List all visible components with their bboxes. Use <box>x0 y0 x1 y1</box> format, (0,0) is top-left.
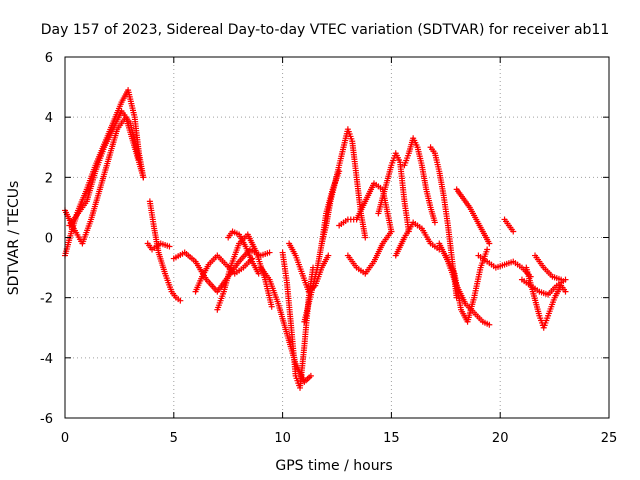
y-axis-label: SDTVAR / TECUs <box>6 181 22 296</box>
y-tick-label: 2 <box>45 171 53 186</box>
data-point <box>484 246 491 253</box>
chart-title: Day 157 of 2023, Sidereal Day-to-day VTE… <box>41 22 610 38</box>
data-point <box>388 228 395 235</box>
x-tick-label: 20 <box>492 431 509 446</box>
data-point <box>255 270 262 277</box>
x-axis-label: GPS time / hours <box>275 458 392 474</box>
data-point <box>510 228 517 235</box>
data-point <box>135 156 142 163</box>
grid-layer <box>65 57 609 418</box>
y-tick-label: 4 <box>45 111 53 126</box>
data-point <box>562 288 569 295</box>
data-point <box>486 240 493 247</box>
ticks-layer: 0 5 10 15 20 25 -6 -4 -2 0 2 4 6 <box>40 51 617 446</box>
y-tick-label: -2 <box>40 292 53 307</box>
data-point <box>268 303 275 310</box>
data-point <box>177 297 184 304</box>
x-tick-label: 25 <box>601 431 618 446</box>
x-tick-label: 5 <box>170 431 178 446</box>
data-point <box>266 249 273 256</box>
y-tick-label: 6 <box>45 51 53 66</box>
y-tick-label: -6 <box>40 412 53 427</box>
x-tick-label: 15 <box>383 431 400 446</box>
data-point <box>362 234 369 241</box>
data-point <box>486 321 493 328</box>
data-point <box>558 276 565 283</box>
data-point <box>307 372 314 379</box>
data-point <box>431 219 438 226</box>
points-layer <box>62 87 569 391</box>
data-point <box>166 243 173 250</box>
x-tick-label: 10 <box>274 431 291 446</box>
y-tick-label: 0 <box>45 232 53 247</box>
data-point <box>325 252 332 259</box>
x-tick-label: 0 <box>61 431 69 446</box>
data-point <box>140 174 147 181</box>
y-tick-label: -4 <box>40 352 53 367</box>
